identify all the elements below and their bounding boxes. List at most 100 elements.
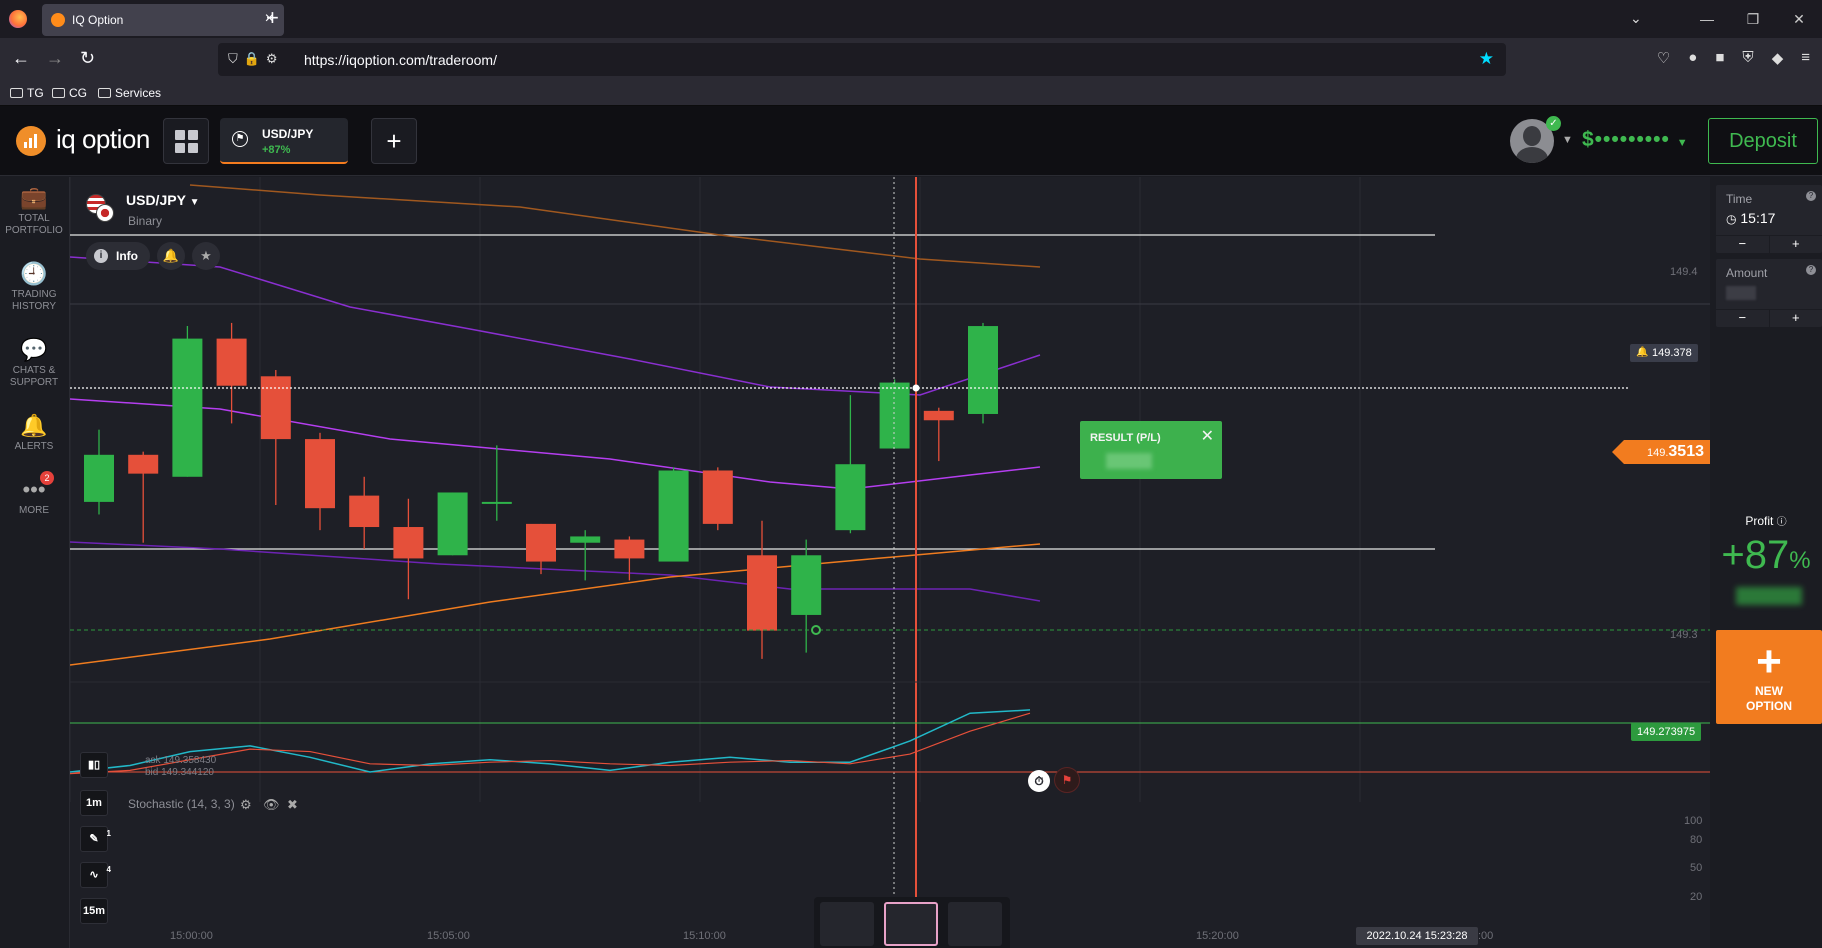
chart-type-button[interactable]: ▮▯ [80,752,108,778]
bullish-candle [879,382,910,449]
entry-price-tag: 149.273975 [1631,723,1702,741]
reload-icon[interactable]: ↻ [80,48,96,68]
back-icon[interactable]: ← [12,48,30,68]
left-sidebar: 💼 TOTAL PORTFOLIO 🕘 TRADING HISTORY 💬 CH… [0,177,70,948]
pair-name[interactable]: USD/JPY ▼ [126,192,200,208]
minimap-thumb[interactable] [948,902,1002,946]
amount-increase-button[interactable]: + [1791,310,1800,325]
drawing-tools-button[interactable]: ✎ 1 [80,826,111,852]
bearish-candle [747,555,777,631]
chart-layout-button[interactable] [163,118,209,164]
forward-icon[interactable]: → [46,48,64,68]
bearish-candle [923,410,954,421]
sidebar-item-alerts[interactable]: 🔔 ALERTS [0,413,68,453]
logo-text[interactable]: iq option [56,124,150,154]
balance-display[interactable]: $••••••••• ▼ [1582,128,1689,151]
close-icon[interactable]: ✕ [1200,428,1214,445]
folder-icon [10,88,23,98]
url-text[interactable]: https://iqoption.com/traderoom/ [304,52,497,68]
time-decrease-button[interactable]: − [1716,236,1770,253]
info-icon: i [94,249,108,263]
menu-icon[interactable]: ≡ [1801,49,1810,66]
timer-icon[interactable]: ⏱ [1028,770,1050,792]
history-icon: 🕘 [20,261,48,286]
sidebar-item-history[interactable]: 🕘 TRADING HISTORY [0,261,68,313]
eye-icon[interactable]: 👁 [263,797,280,812]
info-button[interactable]: i Info [86,242,150,270]
fox-extension-icon[interactable]: ◆ [1771,50,1784,67]
extension-icon[interactable]: ■ [1715,49,1725,66]
shield-icon[interactable]: ⛨ [1742,49,1754,66]
ask-bid-readout: ask 149.358430 bid 149.344120 [145,755,216,779]
indicators-button[interactable]: ∿ 4 [80,862,111,888]
browser-tab[interactable]: IQ Option × [42,4,284,36]
close-icon[interactable]: ✖ [287,797,298,812]
sidebar-item-chats[interactable]: 💬 CHATS & SUPPORT [0,337,68,389]
briefcase-icon: 💼 [20,185,48,210]
pocket-icon[interactable]: ♡ [1656,50,1671,67]
bearish-candle [128,454,159,474]
amount-value-blurred[interactable] [1726,286,1756,300]
window-controls: — ❐ ✕ [1684,0,1822,38]
result-popup[interactable]: RESULT (P/L) ✕ [1080,421,1222,479]
entry-marker [811,625,821,635]
deposit-button[interactable]: Deposit [1708,118,1818,164]
alert-price-tag[interactable]: 🔔 149.378 [1630,344,1698,362]
bullish-candle [570,536,601,543]
help-icon[interactable]: ? [1806,265,1816,275]
help-icon[interactable]: ⓘ [1776,517,1787,528]
bookmark-tg[interactable]: TG [10,86,44,100]
firefox-icon[interactable] [9,10,27,28]
alert-bell-button[interactable]: 🔔 [157,242,185,270]
time-value[interactable]: ◷ 15:17 [1726,210,1776,226]
favorite-star-button[interactable]: ★ [192,242,220,270]
bookmark-services[interactable]: Services [98,86,161,100]
address-bar[interactable]: ⛉🔒⚙ https://iqoption.com/traderoom/ ★ [218,43,1506,76]
asset-tab-usdjpy[interactable]: ⚑ USD/JPY +87% [220,118,348,164]
minimize-icon[interactable]: — [1700,11,1714,27]
time-increase-button[interactable]: + [1791,236,1800,251]
ma-fast-line [70,543,1041,666]
chart-area[interactable] [70,177,1710,948]
amount-field[interactable]: Amount ? − + [1716,259,1822,327]
new-option-button[interactable]: + NEW OPTION [1716,630,1822,724]
price-marker [912,384,920,392]
amount-decrease-button[interactable]: − [1716,310,1770,327]
candle-timeframe-button[interactable]: 1m [80,790,108,816]
expiry-timeframe-button[interactable]: 15m [80,898,108,924]
new-tab-icon[interactable]: + [266,5,279,30]
bookmark-star-icon[interactable]: ★ [1478,49,1494,68]
profit-amount-blurred [1736,587,1802,605]
time-stepper: − + [1716,235,1822,253]
datetime-readout: 2022.10.24 15:23:28 [1356,927,1478,945]
price-chart[interactable] [70,177,1710,948]
chevron-down-icon[interactable]: ⌄ [1630,10,1642,26]
candles-icon: ▮▯ [87,759,101,771]
finish-flag-icon[interactable]: ⚑ [1054,767,1080,793]
chart-minimap[interactable] [814,897,1010,948]
bullish-candle [835,464,866,531]
time-axis-label: 15:00:00 [170,930,213,942]
restore-icon[interactable]: ❐ [1746,11,1760,27]
bullish-candle [437,492,468,556]
bookmark-cg[interactable]: CG [52,86,87,100]
site-security-icons[interactable]: ⛉🔒⚙ [228,51,284,66]
gear-icon[interactable]: ⚙ [240,797,252,812]
help-icon[interactable]: ? [1806,191,1816,201]
folder-icon [52,88,65,98]
sidebar-item-portfolio[interactable]: 💼 TOTAL PORTFOLIO [0,185,68,237]
bearish-candle [393,527,424,559]
plus-icon: + [1756,637,1782,686]
close-window-icon[interactable]: ✕ [1793,11,1805,27]
result-label: RESULT (P/L) [1090,432,1161,444]
sidebar-item-more[interactable]: ••• 2 MORE [0,471,68,517]
minimap-thumb[interactable] [820,902,874,946]
time-field[interactable]: Time ? ◷ 15:17 − + [1716,185,1822,253]
close-tab-icon[interactable]: × [264,10,274,27]
minimap-thumb-active[interactable] [884,902,938,946]
add-asset-button[interactable]: + [371,118,417,164]
profile-caret-icon[interactable]: ▼ [1562,134,1573,146]
account-icon[interactable]: ● [1688,49,1698,66]
clock-icon: ◷ [1726,212,1737,226]
sidebar-item-label: TOTAL PORTFOLIO [5,213,63,236]
